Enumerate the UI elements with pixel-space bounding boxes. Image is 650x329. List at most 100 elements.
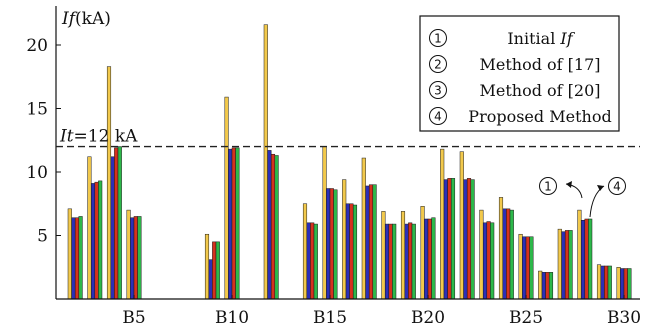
bar-B14-series-3 bbox=[310, 222, 315, 300]
legend-entry-3: Method of [20] bbox=[479, 81, 600, 100]
bar-B3-series-4 bbox=[98, 180, 103, 300]
legend-marker-circle bbox=[429, 55, 447, 73]
legend-entry-text: Method of [20] bbox=[479, 81, 600, 100]
bar-B18-series-2 bbox=[384, 223, 390, 300]
bar-B3-series-2 bbox=[90, 183, 96, 300]
bar-B17-series-4 bbox=[372, 184, 377, 300]
bar-B19-series-4 bbox=[411, 223, 416, 300]
bar-B29-series-1 bbox=[596, 264, 602, 300]
bar-B14-series-4 bbox=[313, 223, 318, 300]
bar-B24-series-3 bbox=[506, 208, 511, 300]
bar-B21-series-2 bbox=[443, 179, 448, 300]
bar-B28-series-3 bbox=[584, 218, 589, 300]
y-ticks: 5 10 15 20 bbox=[26, 36, 61, 247]
bar-B17-series-3 bbox=[368, 184, 374, 300]
bar-B27-series-1 bbox=[557, 228, 562, 300]
bar-B9-series-2 bbox=[208, 259, 213, 300]
legend-entry-italic: If bbox=[559, 29, 575, 48]
bar-B10-series-4 bbox=[235, 147, 240, 300]
bar-B12-series-1 bbox=[263, 24, 268, 300]
bar-B19-series-1 bbox=[400, 211, 406, 300]
x-tick-label: B10 bbox=[215, 308, 249, 328]
bar-B18-series-1 bbox=[381, 211, 386, 300]
annotation-arrowhead bbox=[597, 185, 604, 191]
x-tick-label: B30 bbox=[607, 308, 641, 328]
bar-B17-series-2 bbox=[365, 185, 370, 300]
bar-B26-series-4 bbox=[548, 272, 554, 300]
threshold-label-italic: It bbox=[59, 127, 74, 147]
bar-B4-series-3 bbox=[114, 147, 119, 300]
bar-B23-series-1 bbox=[479, 209, 484, 300]
bar-B19-series-2 bbox=[404, 223, 409, 300]
legend-entry-text: Proposed Method bbox=[468, 107, 611, 126]
annotation-number: 4 bbox=[613, 180, 621, 194]
threshold-label-rest: =12 kA bbox=[74, 127, 139, 147]
y-tick-label: 15 bbox=[26, 100, 48, 120]
bar-B23-series-3 bbox=[486, 221, 491, 300]
bar-B10-series-2 bbox=[228, 148, 233, 300]
bar-B19-series-3 bbox=[408, 222, 413, 300]
bar-B26-series-1 bbox=[538, 270, 543, 300]
bar-B14-series-1 bbox=[302, 203, 308, 300]
bar-B5-series-1 bbox=[126, 209, 131, 300]
bar-B16-series-4 bbox=[352, 204, 358, 300]
x-ticks: B5 B10 B15 B20 B25 B30 bbox=[122, 295, 641, 328]
bar-B9-series-1 bbox=[204, 233, 210, 300]
annotation-arrowhead bbox=[566, 181, 572, 188]
annotation-number: 1 bbox=[544, 180, 552, 194]
bar-B27-series-2 bbox=[561, 231, 566, 300]
bar-B28-series-1 bbox=[577, 209, 582, 300]
bar-B4-series-1 bbox=[106, 66, 112, 300]
bar-B20-series-3 bbox=[427, 218, 432, 300]
bar-B16-series-1 bbox=[342, 179, 347, 300]
bar-B15-series-4 bbox=[333, 189, 338, 300]
bar-B16-series-2 bbox=[345, 203, 350, 300]
bar-B9-series-4 bbox=[215, 241, 220, 300]
legend-entry-text: Initial bbox=[507, 29, 560, 48]
y-axis-title-unit: (kA) bbox=[75, 9, 111, 29]
annotation-circle bbox=[539, 177, 557, 195]
legend-entry-1: Initial If bbox=[507, 29, 575, 48]
annotation-circle bbox=[608, 177, 626, 195]
legend-box bbox=[419, 15, 620, 132]
bar-B12-series-4 bbox=[274, 155, 279, 300]
bar-B5-series-2 bbox=[130, 217, 135, 300]
bar-B2-series-3 bbox=[74, 217, 80, 300]
bar-B2-series-2 bbox=[71, 217, 76, 300]
bar-B2-series-4 bbox=[78, 216, 83, 300]
threshold-label: It=12 kA bbox=[59, 127, 138, 147]
bar-B12-series-3 bbox=[270, 153, 276, 300]
bar-B25-series-2 bbox=[522, 236, 527, 300]
bar-B3-series-3 bbox=[94, 181, 99, 300]
legend-entry-2: Method of [17] bbox=[479, 55, 600, 74]
legend-marker-circle bbox=[429, 107, 447, 125]
bar-B20-series-2 bbox=[424, 218, 429, 300]
legend-marker-number: 2 bbox=[434, 58, 442, 72]
annotation-arrow bbox=[565, 183, 583, 199]
legend-marker-number: 3 bbox=[434, 84, 442, 98]
y-tick-label: 20 bbox=[26, 36, 48, 56]
bar-B21-series-4 bbox=[450, 178, 456, 300]
bar-B4-series-2 bbox=[110, 156, 115, 300]
bar-B28-series-4 bbox=[588, 218, 593, 300]
bar-B27-series-3 bbox=[564, 230, 570, 300]
bar-B22-series-2 bbox=[463, 179, 468, 300]
bar-B23-series-4 bbox=[490, 222, 495, 300]
bar-B3-series-1 bbox=[87, 156, 92, 300]
bars-layer bbox=[67, 24, 632, 300]
bar-B5-series-3 bbox=[133, 216, 138, 300]
bar-B22-series-1 bbox=[459, 151, 464, 300]
legend-entry-4: Proposed Method bbox=[468, 107, 611, 126]
bar-B10-series-3 bbox=[231, 147, 236, 300]
legend: 1 Initial If 2 Method of [17] 3 Method of [20… bbox=[419, 15, 620, 132]
bar-B30-series-4 bbox=[627, 268, 632, 300]
y-axis-title-italic: If bbox=[61, 9, 78, 29]
bar-B22-series-4 bbox=[470, 179, 475, 300]
bar-B30-series-1 bbox=[616, 267, 621, 300]
bar-B18-series-4 bbox=[392, 223, 397, 300]
bar-B27-series-4 bbox=[568, 230, 573, 300]
bar-B15-series-1 bbox=[322, 146, 327, 300]
bar-B18-series-3 bbox=[388, 223, 393, 300]
bar-B28-series-2 bbox=[580, 220, 586, 300]
